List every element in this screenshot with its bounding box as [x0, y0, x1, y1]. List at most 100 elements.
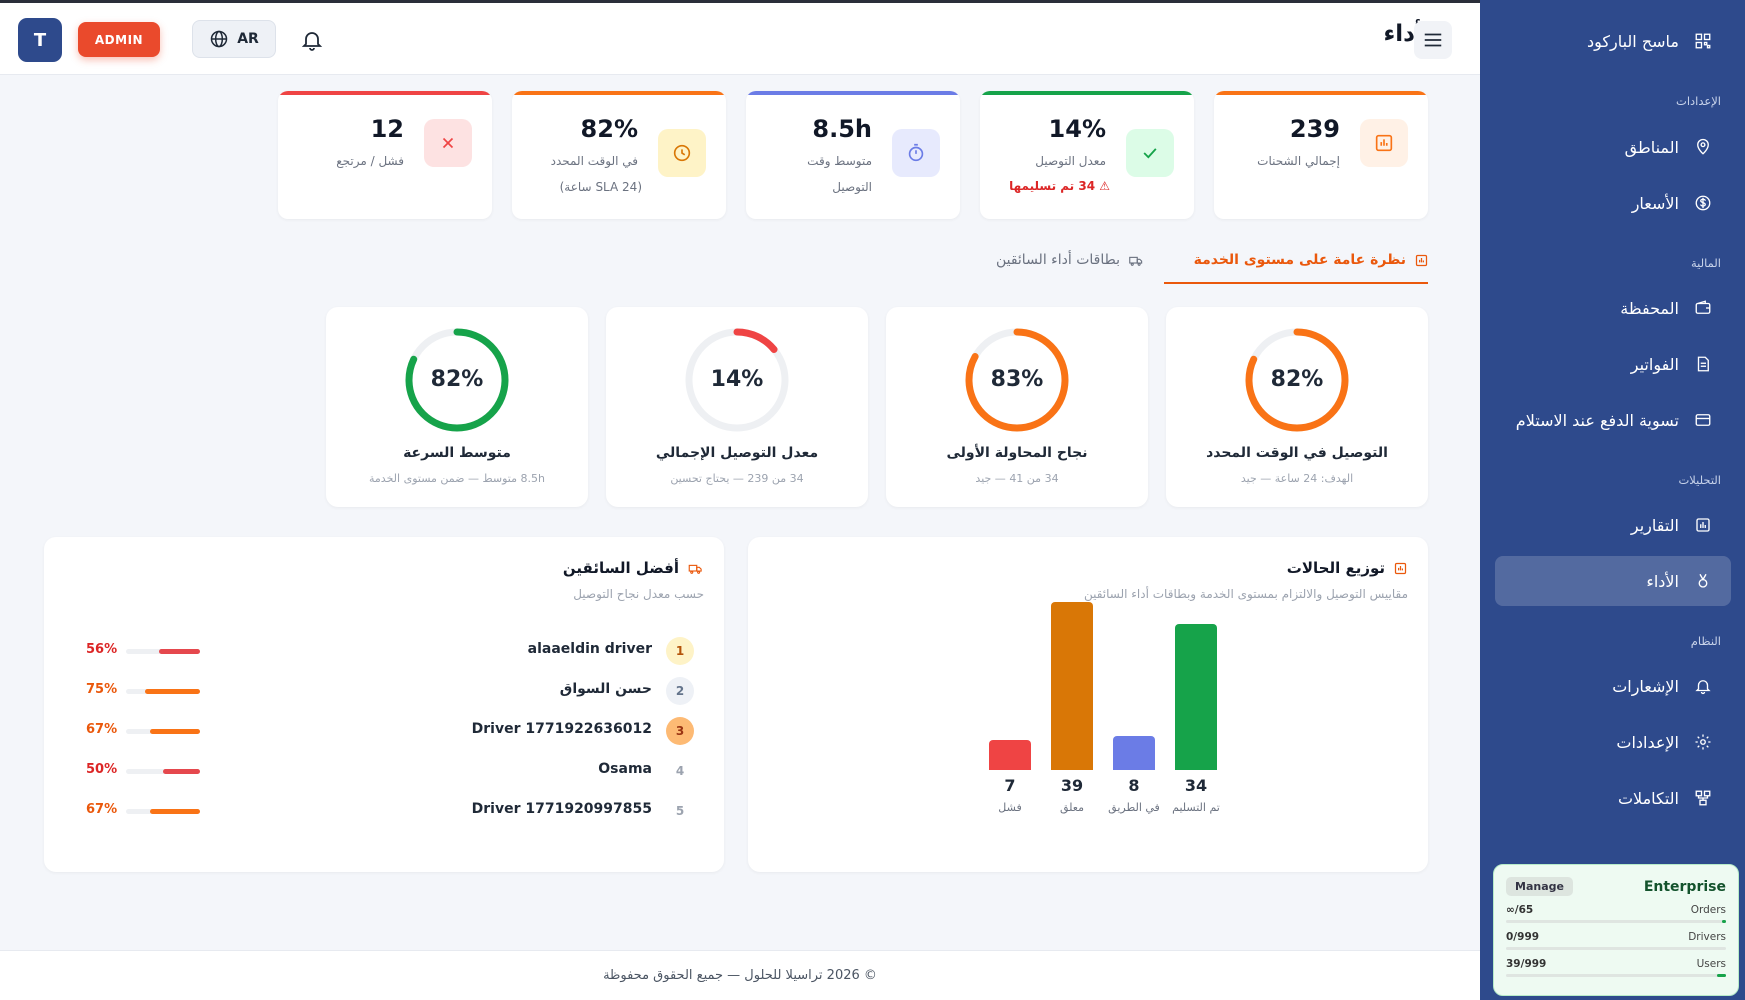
sidebar-item-performance[interactable]: الأداء — [1495, 556, 1731, 606]
user-avatar[interactable]: T — [18, 18, 62, 62]
kpi-label: إجمالي الشحنات — [1257, 154, 1340, 168]
bar-2 — [1051, 602, 1093, 770]
stopwatch-icon — [892, 129, 940, 177]
wallet-icon — [1693, 298, 1713, 318]
gauge-arc — [965, 328, 1069, 432]
medal-icon — [1693, 571, 1713, 591]
driver-name: Osama — [598, 761, 652, 777]
driver-row[interactable]: 5 Driver 1771920997855 67% — [44, 793, 724, 829]
driver-percent: 67% — [86, 802, 118, 817]
driver-progress-track — [126, 769, 200, 774]
top-accent-line — [0, 0, 1480, 3]
bar-1 — [1113, 735, 1155, 770]
driver-row[interactable]: 4 Osama 50% — [44, 753, 724, 789]
gauge-subtitle: 34 من 41 — جيد — [975, 472, 1059, 485]
driver-row[interactable]: 1 alaaeldin driver 56% — [44, 633, 724, 669]
driver-rank: 4 — [666, 757, 694, 785]
close-icon — [424, 119, 472, 167]
driver-rank: 3 — [666, 717, 694, 745]
kpi-value: 82% — [580, 115, 638, 143]
gauge-title: معدل التوصيل الإجمالي — [655, 445, 819, 461]
bar-value-label: 39 — [1060, 776, 1084, 795]
tab-service-overview[interactable]: نظرة عامة على مستوى الخدمة — [1194, 252, 1429, 268]
kpi-accent-bar — [512, 91, 726, 95]
driver-row[interactable]: 3 Driver 1771922636012 67% — [44, 713, 724, 749]
language-switcher[interactable]: AR — [192, 20, 276, 58]
top-header: T ADMIN AR الأداء — [0, 3, 1480, 75]
gauge-title: نجاح المحاولة الأولى — [946, 445, 1088, 461]
manage-plan-button[interactable]: Manage — [1506, 877, 1573, 896]
gauge-card-on-time: 82% التوصيل في الوقت المحدد الهدف: 24 سا… — [1166, 307, 1428, 507]
notifications-bell-icon[interactable] — [300, 28, 324, 52]
bar-value-label: 34 — [1184, 776, 1208, 795]
usage-track — [1506, 947, 1726, 950]
gauge-arc — [1245, 328, 1349, 432]
kpi-accent-bar — [980, 91, 1194, 95]
driver-percent: 67% — [86, 722, 118, 737]
bar-category-label: في الطريق — [1108, 801, 1160, 814]
status-distribution-panel: توزيع الحالات مقاييس التوصيل والالتزام ب… — [748, 537, 1428, 872]
kpi-warning: ⚠ 34 تم تسليمها — [1009, 179, 1110, 193]
sidebar-item-label: المناطق — [1624, 137, 1679, 157]
usage-value: 39/999 — [1506, 958, 1547, 970]
driver-progress-fill — [158, 649, 200, 654]
driver-row[interactable]: 2 حسن السواق 75% — [44, 673, 724, 709]
active-tab-indicator — [1164, 282, 1428, 284]
usage-label: Drivers — [1688, 931, 1726, 943]
tab-driver-scorecards[interactable]: بطاقات أداء السائقين — [996, 252, 1144, 268]
kpi-label: متوسط وقت — [807, 154, 872, 168]
panel-title-text: توزيع الحالات — [1286, 559, 1385, 577]
driver-progress-fill — [163, 769, 200, 774]
sidebar-item-notifications[interactable]: الإشعارات — [1495, 661, 1731, 711]
gauge-value: 82% — [430, 367, 484, 392]
sidebar-item-label: تسوية الدفع عند الاستلام — [1515, 410, 1679, 430]
driver-name: alaaeldin driver — [527, 641, 652, 657]
bar-0 — [1175, 623, 1217, 770]
panel-title-text: أفضل السائقين — [562, 559, 679, 577]
usage-label: Users — [1696, 958, 1726, 970]
driver-name: حسن السواق — [559, 681, 652, 697]
gauge-card-first-attempt: 83% نجاح المحاولة الأولى 34 من 41 — جيد — [886, 307, 1148, 507]
sidebar-item-reports[interactable]: التقارير — [1495, 500, 1731, 550]
driver-name: Driver 1771922636012 — [471, 721, 652, 737]
check-icon — [1126, 129, 1174, 177]
gauge-arc — [405, 328, 509, 432]
kpi-label-line2: (SLA 24 ساعة) — [559, 180, 642, 194]
bell-icon — [1693, 676, 1713, 696]
sidebar-item-wallet[interactable]: المحفظة — [1495, 283, 1731, 333]
sidebar-item-settings[interactable]: الإعدادات — [1495, 717, 1731, 767]
gauge-subtitle: 8.5h متوسط — ضمن مستوى الخدمة — [369, 472, 545, 485]
driver-rank: 2 — [666, 677, 694, 705]
sidebar-item-zones[interactable]: المناطق — [1495, 122, 1731, 172]
kpi-value: 14% — [1048, 115, 1106, 143]
gauge-subtitle: الهدف: 24 ساعة — جيد — [1240, 472, 1354, 485]
sidebar-section-settings: الإعدادات — [1676, 94, 1721, 108]
globe-icon — [210, 30, 228, 48]
kpi-value: 12 — [370, 115, 404, 143]
kpi-accent-bar — [746, 91, 960, 95]
chart-icon — [1360, 119, 1408, 167]
top-drivers-panel: أفضل السائقين حسب معدل نجاح التوصيل 1 al… — [44, 537, 724, 872]
kpi-on-time: 82% في الوقت المحدد (SLA 24 ساعة) — [512, 91, 726, 219]
driver-progress-track — [126, 649, 200, 654]
sidebar-item-label: المحفظة — [1620, 298, 1679, 318]
sidebar-section-system: النظام — [1690, 634, 1721, 648]
gauge-value: 14% — [710, 367, 764, 392]
report-icon — [1693, 515, 1713, 535]
driver-progress-fill — [150, 809, 200, 814]
menu-toggle-button[interactable] — [1414, 21, 1452, 59]
driver-percent: 56% — [86, 642, 118, 657]
sidebar-item-cod-settlement[interactable]: تسوية الدفع عند الاستلام — [1495, 395, 1731, 445]
sidebar-item-invoices[interactable]: الفواتير — [1495, 339, 1731, 389]
sidebar-item-barcode-scanner[interactable]: ماسح الباركود — [1495, 16, 1731, 66]
invoice-icon — [1693, 354, 1713, 374]
sidebar-item-integrations[interactable]: التكاملات — [1495, 773, 1731, 823]
admin-badge[interactable]: ADMIN — [78, 22, 160, 57]
driver-progress-track — [126, 689, 200, 694]
sidebar-item-label: الأداء — [1646, 571, 1679, 591]
tab-label: بطاقات أداء السائقين — [995, 252, 1120, 268]
sidebar-item-prices[interactable]: الأسعار — [1495, 178, 1731, 228]
footer: © 2026 تراسيلا للحلول — جميع الحقوق محفو… — [0, 950, 1480, 1000]
kpi-warning-text: 34 تم تسليمها — [1009, 179, 1096, 193]
usage-value: 0/999 — [1506, 931, 1540, 943]
